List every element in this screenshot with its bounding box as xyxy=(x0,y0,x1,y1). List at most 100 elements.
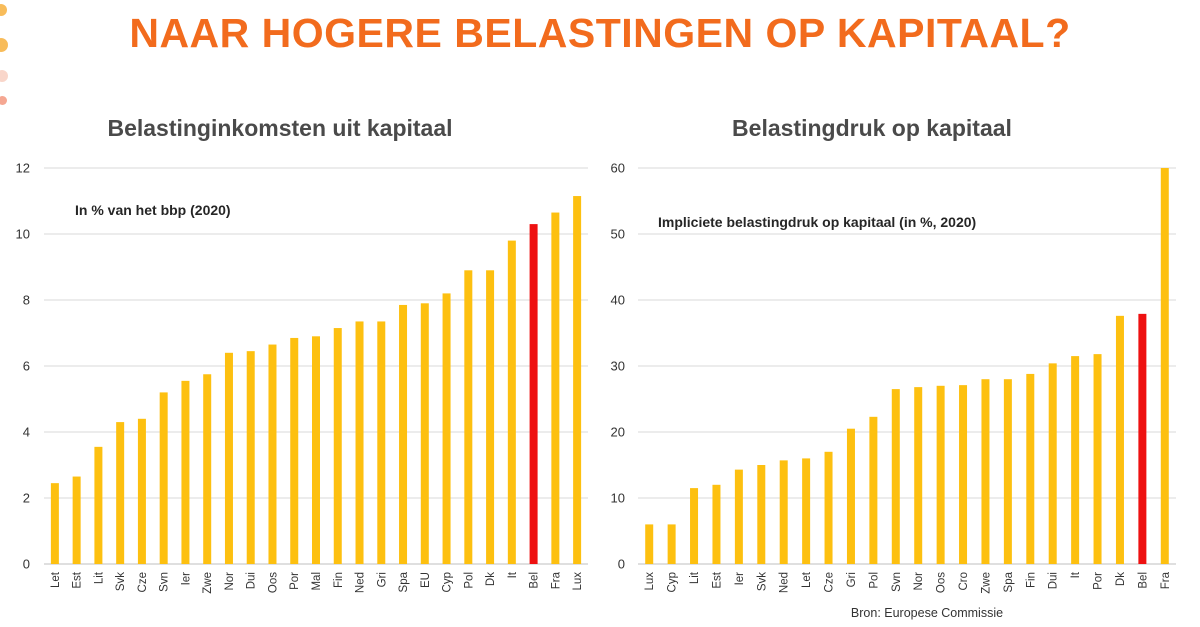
bar xyxy=(268,344,277,564)
x-tick-label: Svk xyxy=(115,572,127,591)
x-tick-label: Gri xyxy=(376,572,388,587)
bar xyxy=(486,270,495,564)
x-tick-label: It xyxy=(507,571,519,578)
bar xyxy=(377,321,386,564)
x-tick-label: Dk xyxy=(485,572,497,586)
bar xyxy=(224,352,233,564)
bar xyxy=(667,524,676,564)
x-tick-label: Lit xyxy=(93,571,105,584)
x-tick-label: Cyp xyxy=(442,572,454,592)
bar xyxy=(159,392,168,564)
x-tick-label: Mal xyxy=(311,572,323,591)
y-tick-label: 10 xyxy=(611,491,625,506)
x-tick-label: Cro xyxy=(958,572,970,591)
bar xyxy=(779,460,788,564)
bar-highlight xyxy=(1138,313,1147,564)
bar xyxy=(959,385,968,564)
y-tick-label: 8 xyxy=(23,293,30,308)
x-tick-label: Por xyxy=(289,572,301,590)
y-tick-label: 0 xyxy=(23,557,30,572)
bar xyxy=(690,488,699,564)
decoration-dot xyxy=(0,38,8,52)
bar xyxy=(573,196,582,565)
chart-title: Belastinginkomsten uit kapitaal xyxy=(107,115,452,141)
x-tick-label: Fin xyxy=(333,572,345,588)
bar xyxy=(246,351,255,564)
bar xyxy=(507,240,516,564)
bar xyxy=(181,380,190,564)
source-note: Bron: Europese Commissie xyxy=(851,606,1003,620)
x-tick-label: Est xyxy=(711,571,723,588)
bar xyxy=(116,422,125,564)
x-tick-label: Ned xyxy=(779,572,791,593)
y-tick-label: 12 xyxy=(16,161,30,176)
y-tick-label: 6 xyxy=(23,359,30,374)
x-tick-label: Bel xyxy=(1137,572,1149,589)
x-tick-label: Nor xyxy=(224,572,236,591)
x-tick-label: Est xyxy=(72,571,84,588)
chart-2: Belastingdruk op kapitaal 0 10 20 30 40 50 60 Im… xyxy=(611,115,1176,594)
y-tick-label: 2 xyxy=(23,491,30,506)
bar xyxy=(1071,356,1080,564)
x-tick-label: Nor xyxy=(913,572,925,591)
bar-highlight xyxy=(529,224,538,564)
x-tick-label: Bel xyxy=(529,572,541,589)
x-tick-label: Lux xyxy=(572,572,584,591)
bar xyxy=(137,418,146,564)
bar xyxy=(420,303,429,564)
x-tick-label: Let xyxy=(801,571,813,588)
bar xyxy=(712,484,721,564)
x-tick-label: Fra xyxy=(1160,571,1172,589)
y-tick-label: 20 xyxy=(611,425,625,440)
bar xyxy=(551,212,560,565)
bar xyxy=(203,374,212,564)
x-tick-label: Dk xyxy=(1115,572,1127,586)
bar xyxy=(442,293,451,564)
x-tick-label: Svk xyxy=(756,572,768,591)
x-tick-label: Cze xyxy=(137,572,149,592)
x-tick-label: Ier xyxy=(734,572,746,586)
bar xyxy=(1003,379,1012,564)
chart-annotation: Impliciete belastingdruk op kapitaal (in… xyxy=(658,214,976,230)
bar xyxy=(333,328,342,564)
x-tick-label: Fin xyxy=(1025,572,1037,588)
bar xyxy=(869,416,878,564)
x-tick-label: Dui xyxy=(246,572,258,589)
bar xyxy=(846,428,855,564)
chart-annotation: In % van het bbp (2020) xyxy=(75,202,231,218)
bar xyxy=(290,337,299,564)
bar xyxy=(914,387,923,564)
x-tick-label: Fra xyxy=(550,571,562,589)
x-tick-label: Svn xyxy=(159,572,171,592)
page-title: NAAR HOGERE BELASTINGEN OP KAPITAAL? xyxy=(129,10,1071,56)
decoration-dot xyxy=(0,70,8,82)
x-tick-label: Ier xyxy=(180,572,192,586)
bar xyxy=(1093,354,1102,564)
bar xyxy=(734,469,743,564)
x-tick-label: Cze xyxy=(824,572,836,592)
x-tick-label: Lit xyxy=(689,571,701,584)
x-tick-label: Ned xyxy=(355,572,367,593)
bar xyxy=(312,336,320,564)
bar xyxy=(645,524,654,564)
x-tick-label: Spa xyxy=(1003,571,1015,592)
y-tick-label: 30 xyxy=(611,359,625,374)
bar xyxy=(464,270,473,564)
y-tick-label: 10 xyxy=(16,227,30,242)
bar xyxy=(72,476,81,564)
y-tick-label: 60 xyxy=(611,161,625,176)
bar xyxy=(1026,373,1035,564)
x-tick-label: Dui xyxy=(1048,572,1060,589)
x-tick-label: Zwe xyxy=(202,572,214,594)
y-tick-label: 40 xyxy=(611,293,625,308)
decoration-dot xyxy=(0,96,7,105)
bar xyxy=(1115,315,1124,564)
y-tick-label: 4 xyxy=(23,425,30,440)
decoration-dot xyxy=(0,4,7,16)
x-tick-label: Pol xyxy=(868,572,880,589)
x-tick-label: Oos xyxy=(936,572,948,593)
x-tick-label: Zwe xyxy=(980,572,992,594)
x-tick-label: Gri xyxy=(846,572,858,587)
bar xyxy=(981,379,990,564)
